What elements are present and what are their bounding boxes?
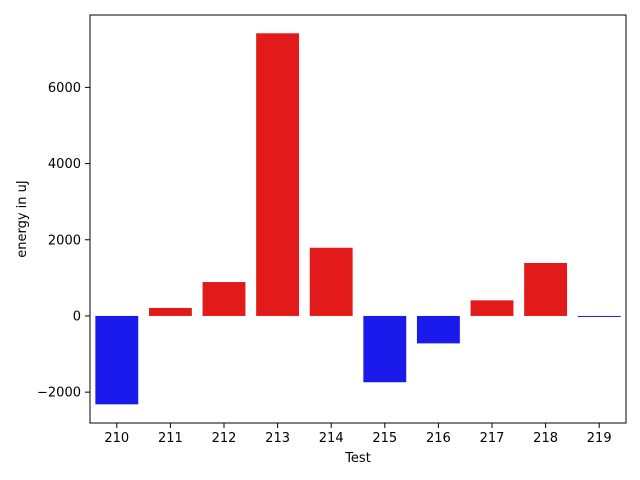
bar-210	[95, 315, 139, 405]
plot-frame	[89, 14, 627, 424]
y-tick-label: 6000	[48, 81, 81, 96]
y-tick-label: 4000	[48, 157, 81, 172]
y-tick-label: 0	[73, 309, 81, 324]
x-tick-label: 212	[212, 431, 237, 446]
y-axis-label: energy in uJ	[15, 180, 30, 258]
y-axis-ticks: −2000 0 2000 4000 6000	[37, 81, 90, 401]
y-tick-label: −2000	[37, 386, 81, 401]
bars-group	[95, 33, 621, 405]
bar-217	[470, 300, 514, 316]
x-tick-label: 217	[480, 431, 505, 446]
x-tick-label: 214	[319, 431, 344, 446]
bar-214	[309, 247, 353, 316]
bar-211	[148, 307, 192, 316]
x-tick-label: 218	[533, 431, 558, 446]
x-tick-label: 211	[158, 431, 183, 446]
x-tick-label: 215	[372, 431, 397, 446]
x-axis-label: Test	[344, 451, 371, 466]
y-tick-label: 2000	[48, 233, 81, 248]
bar-219	[577, 315, 621, 317]
bar-216	[416, 315, 460, 344]
x-tick-label: 216	[426, 431, 451, 446]
x-tick-label: 213	[265, 431, 290, 446]
x-tick-label: 219	[587, 431, 612, 446]
bar-218	[524, 263, 568, 316]
x-tick-label: 210	[104, 431, 129, 446]
bar-215	[363, 315, 407, 383]
bar-212	[202, 282, 246, 316]
bar-213	[256, 33, 300, 316]
x-axis-ticks: 210 211 212 213 214 215 216 217 218 219	[104, 423, 612, 446]
